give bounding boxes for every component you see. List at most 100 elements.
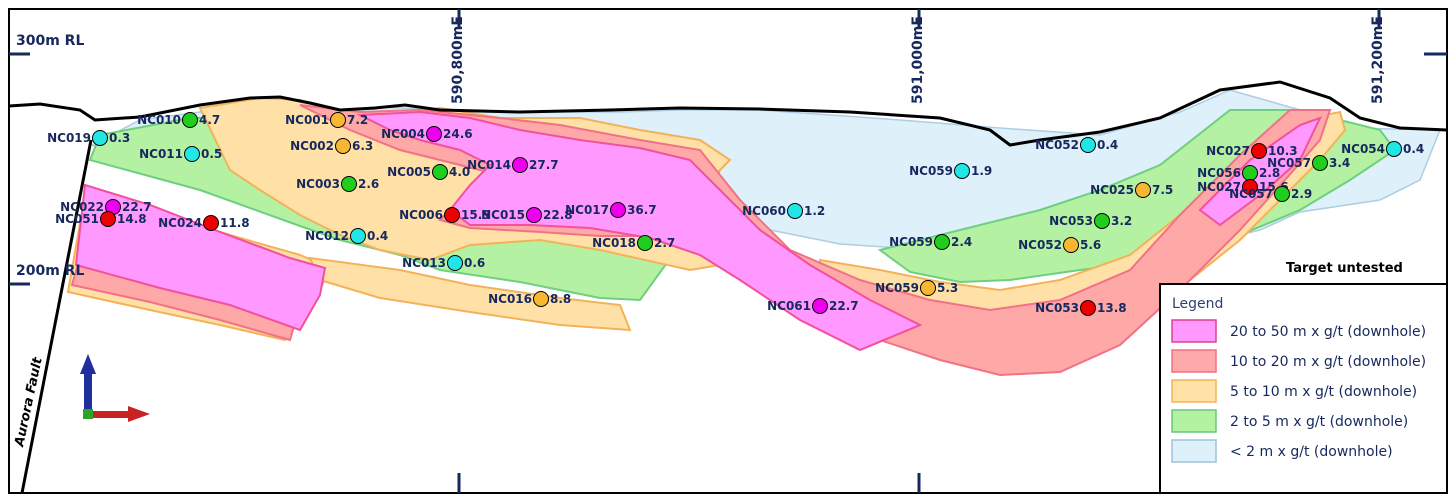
drillhole-marker[interactable] <box>100 211 116 227</box>
drillhole-nc014: NC014 27.7 <box>467 157 559 173</box>
drillhole-marker[interactable] <box>1312 155 1328 171</box>
drillhole-marker[interactable] <box>812 298 828 314</box>
drillhole-value-label: 11.8 <box>220 216 250 230</box>
legend-label: 20 to 50 m x g/t (downhole) <box>1230 324 1426 340</box>
drillhole-marker[interactable] <box>432 164 448 180</box>
drillhole-nc024: NC024 11.8 <box>158 215 250 231</box>
legend-swatch <box>1171 439 1217 463</box>
drillhole-marker[interactable] <box>335 138 351 154</box>
drillhole-id-label: NC018 <box>592 236 636 250</box>
drillhole-marker[interactable] <box>1274 186 1290 202</box>
drillhole-nc060: NC060 1.2 <box>742 203 825 219</box>
drillhole-id-label: NC019 <box>47 131 91 145</box>
drillhole-marker[interactable] <box>350 228 366 244</box>
drillhole-value-label: 4.0 <box>449 165 470 179</box>
drillhole-id-label: NC059 <box>889 235 933 249</box>
easting-591200-label: 591,200mE <box>1370 16 1386 104</box>
drillhole-value-label: 2.6 <box>358 177 379 191</box>
drillhole-marker[interactable] <box>341 176 357 192</box>
drillhole-value-label: 22.7 <box>122 200 152 214</box>
drillhole-marker[interactable] <box>1080 300 1096 316</box>
drillhole-marker[interactable] <box>330 112 346 128</box>
drillhole-value-label: 1.9 <box>971 164 992 178</box>
drillhole-marker[interactable] <box>1386 141 1402 157</box>
drillhole-marker[interactable] <box>610 202 626 218</box>
drillhole-marker[interactable] <box>637 235 653 251</box>
drillhole-id-label: NC003 <box>296 177 340 191</box>
drillhole-nc018: NC018 2.7 <box>592 235 675 251</box>
drillhole-value-label: 2.4 <box>951 235 972 249</box>
drillhole-marker[interactable] <box>787 203 803 219</box>
drillhole-id-label: NC054 <box>1341 142 1385 156</box>
drillhole-marker[interactable] <box>1063 237 1079 253</box>
drillhole-id-label: NC015 <box>481 208 525 222</box>
drillhole-nc002: NC002 6.3 <box>290 138 373 154</box>
drillhole-marker[interactable] <box>184 146 200 162</box>
topography-line <box>8 80 1448 147</box>
drillhole-id-label: NC016 <box>488 292 532 306</box>
zone-grade-20-50-west <box>74 183 327 332</box>
drillhole-marker[interactable] <box>1251 143 1267 159</box>
legend-label: 10 to 20 m x g/t (downhole) <box>1230 354 1426 370</box>
drillhole-nc017: NC017 36.7 <box>565 202 657 218</box>
drillhole-value-label: 0.4 <box>367 229 388 243</box>
drillhole-marker[interactable] <box>1242 165 1258 181</box>
drillhole-nc059: NC059 5.3 <box>875 280 958 296</box>
drillhole-marker[interactable] <box>426 126 442 142</box>
drillhole-value-label: 22.7 <box>829 299 859 313</box>
drillhole-marker[interactable] <box>533 291 549 307</box>
drillhole-id-label: NC012 <box>305 229 349 243</box>
drillhole-marker[interactable] <box>444 207 460 223</box>
drillhole-marker[interactable] <box>203 215 219 231</box>
drillhole-marker[interactable] <box>182 112 198 128</box>
drillhole-value-label: 2.8 <box>1259 166 1280 180</box>
drillhole-marker[interactable] <box>920 280 936 296</box>
drillhole-value-label: 14.8 <box>117 212 147 226</box>
drillhole-id-label: NC001 <box>285 113 329 127</box>
drillhole-marker[interactable] <box>1135 182 1151 198</box>
drillhole-marker[interactable] <box>512 157 528 173</box>
drillhole-nc011: NC011 0.5 <box>139 146 222 162</box>
drillhole-nc016: NC016 8.8 <box>488 291 571 307</box>
drillhole-nc022: NC022 22.7 <box>60 199 152 215</box>
drillhole-marker[interactable] <box>447 255 463 271</box>
drillhole-marker[interactable] <box>92 130 108 146</box>
drillhole-value-label: 0.6 <box>464 256 485 270</box>
rl-300-label: 300m RL <box>16 33 84 49</box>
drillhole-nc010: NC010 4.7 <box>137 112 220 128</box>
drillhole-marker[interactable] <box>1080 137 1096 153</box>
drillhole-id-label: NC010 <box>137 113 181 127</box>
drillhole-id-label: NC025 <box>1090 183 1134 197</box>
drillhole-nc054: NC054 0.4 <box>1341 141 1424 157</box>
drillhole-id-label: NC027 <box>1197 180 1241 194</box>
drillhole-nc001: NC001 7.2 <box>285 112 368 128</box>
drillhole-marker[interactable] <box>526 207 542 223</box>
drillhole-value-label: 0.5 <box>201 147 222 161</box>
drillhole-id-label: NC004 <box>381 127 425 141</box>
drillhole-id-label: NC017 <box>565 203 609 217</box>
drillhole-id-label: NC056 <box>1197 166 1241 180</box>
drillhole-id-label: NC002 <box>290 139 334 153</box>
aurora-fault-line <box>20 139 93 494</box>
drillhole-value-label: 1.2 <box>804 204 825 218</box>
drillhole-marker[interactable] <box>934 234 950 250</box>
drillhole-id-label: NC013 <box>402 256 446 270</box>
drillhole-marker[interactable] <box>1242 179 1258 195</box>
drillhole-id-label: NC027 <box>1206 144 1250 158</box>
drillhole-marker[interactable] <box>954 163 970 179</box>
drillhole-marker[interactable] <box>1094 213 1110 229</box>
drillhole-nc012: NC012 0.4 <box>305 228 388 244</box>
drillhole-value-label: 22.8 <box>543 208 573 222</box>
drillhole-value-label: 8.8 <box>550 292 571 306</box>
easting-590800-label: 590,800mE <box>450 16 466 104</box>
drillhole-value-label: 0.4 <box>1097 138 1118 152</box>
drillhole-id-label: NC051 <box>55 212 99 226</box>
drillhole-value-label: 2.7 <box>654 236 675 250</box>
zone-grade-20-50-central <box>356 110 923 352</box>
legend: Legend 20 to 50 m x g/t (downhole) 10 to … <box>1159 283 1448 494</box>
drillhole-value-label: 5.6 <box>1080 238 1101 252</box>
drillhole-nc053: NC053 13.8 <box>1035 300 1127 316</box>
drillhole-nc059: NC059 2.4 <box>889 234 972 250</box>
drillhole-nc005: NC005 4.0 <box>387 164 470 180</box>
grid-ticks <box>9 9 1447 493</box>
